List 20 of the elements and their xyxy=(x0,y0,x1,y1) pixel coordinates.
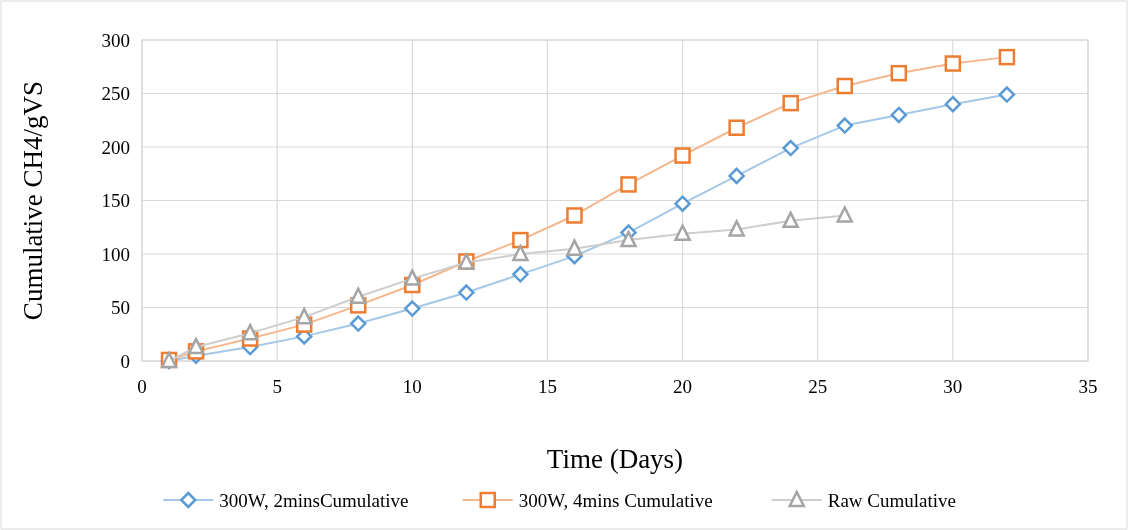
x-tick-label: 5 xyxy=(272,376,282,397)
x-tick-label: 10 xyxy=(402,376,422,397)
x-tick-label: 0 xyxy=(137,376,147,397)
y-tick-label: 0 xyxy=(120,350,130,372)
y-tick-label: 150 xyxy=(101,190,130,212)
legend-label: 300W, 2minsCumulative xyxy=(219,489,409,511)
y-tick-label: 50 xyxy=(111,297,130,319)
legend-label: 300W, 4mins Cumulative xyxy=(518,489,713,511)
y-tick-label: 100 xyxy=(101,243,130,265)
x-tick-label: 35 xyxy=(1078,376,1098,397)
y-tick-label: 250 xyxy=(101,83,130,105)
x-tick-label: 15 xyxy=(537,376,557,397)
x-tick-label: 30 xyxy=(943,376,963,397)
y-tick-label: 300 xyxy=(101,29,130,51)
legend-label: Raw Cumulative xyxy=(827,489,956,511)
y-tick-label: 200 xyxy=(101,136,130,158)
x-tick-label: 25 xyxy=(808,376,828,397)
y-axis-title: Cumulative CH4/gVS xyxy=(18,80,48,321)
x-axis-title: Time (Days) xyxy=(546,444,684,474)
x-tick-label: 20 xyxy=(673,376,693,397)
